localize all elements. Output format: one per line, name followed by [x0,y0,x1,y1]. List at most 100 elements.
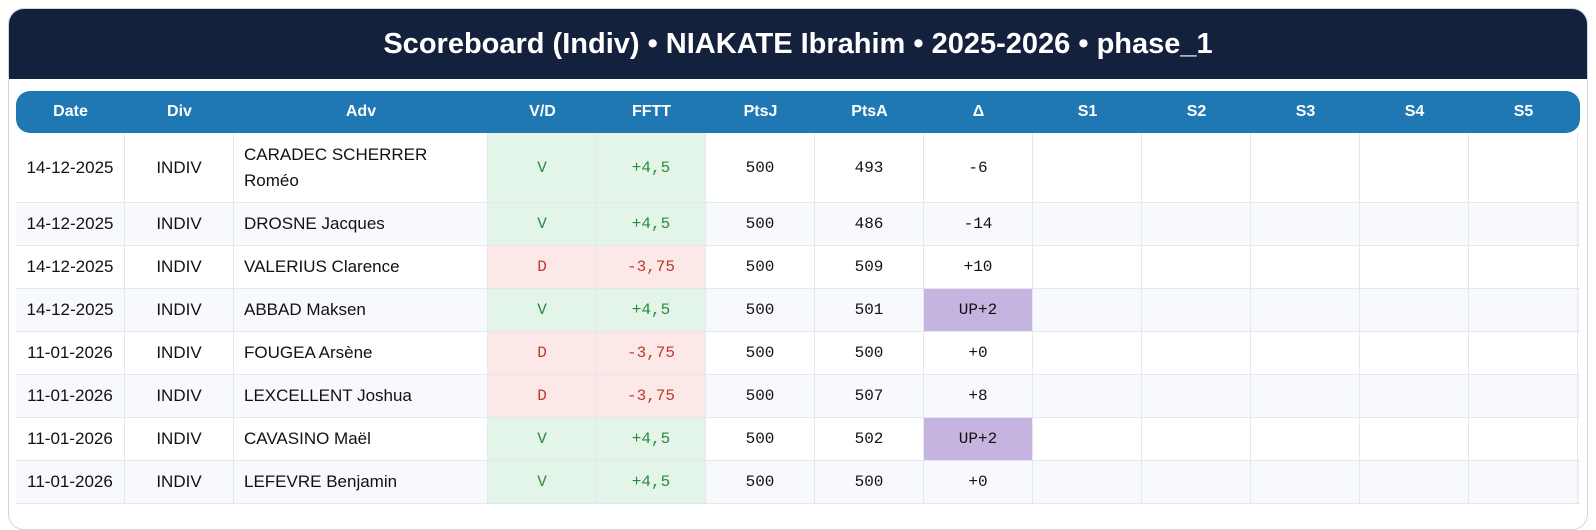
empty-cell [1469,203,1578,245]
table-cell: INDIV [125,203,234,245]
empty-cell [1469,418,1578,460]
table-row: 11-01-2026 INDIV FOUGEA Arsène D -3,75 500 500… [16,332,1580,375]
table-cell: V [488,289,597,331]
table-row: 11-01-2026 INDIV CAVASINO Maël V +4,5 500 502 U… [16,418,1580,461]
table-cell: +4,5 [597,289,706,331]
empty-cell [1469,289,1578,331]
table-cell: 14-12-2025 [16,133,125,202]
column-header: S2 [1186,103,1207,120]
table-cell: +4,5 [597,418,706,460]
column-header: PtsA [851,103,888,120]
table-row: 11-01-2026 INDIV LEXCELLENT Joshua D -3,75 50… [16,375,1580,418]
empty-cell [1033,289,1142,331]
table-cell: INDIV [125,461,234,503]
empty-cell [1251,289,1360,331]
column-header: Δ [972,103,985,120]
table-cell: +0 [924,332,1033,374]
table-cell: DROSNE Jacques [234,203,488,245]
table-row: 14-12-2025 INDIV ABBAD Maksen V +4,5 500 501 UP… [16,289,1580,332]
empty-cell [1251,203,1360,245]
table-cell: 500 [706,375,815,417]
empty-cell [1360,203,1469,245]
table-cell: 493 [815,133,924,202]
table-cell: VALERIUS Clarence [234,246,488,288]
empty-cell [1033,203,1142,245]
empty-cell [1251,332,1360,374]
table-cell: -3,75 [597,332,706,374]
table-cell: 500 [706,246,815,288]
column-header: S1 [1077,103,1098,120]
empty-cell [1251,461,1360,503]
table-cell: 11-01-2026 [16,375,125,417]
table-body: 14-12-2025 INDIV CARADEC SCHERRER Roméo V +4… [16,133,1580,504]
column-header: S4 [1404,103,1425,120]
empty-cell [1251,375,1360,417]
table-row: 14-12-2025 INDIV DROSNE Jacques V +4,5 500 486… [16,203,1580,246]
column-header: V/D [529,103,556,120]
table-cell: -3,75 [597,246,706,288]
empty-cell [1469,332,1578,374]
table-cell: ABBAD Maksen [234,289,488,331]
table-cell: CARADEC SCHERRER Roméo [234,133,488,202]
table-cell: INDIV [125,332,234,374]
table-row: 11-01-2026 INDIV LEFEVRE Benjamin V +4,5 500 5… [16,461,1580,504]
table-cell: 486 [815,203,924,245]
empty-cell [1033,375,1142,417]
table-cell: V [488,418,597,460]
empty-cell [1033,246,1142,288]
table-cell: D [488,246,597,288]
table-header: Date Div Adv V/D FFTT PtsJ PtsA Δ S1 S2 S3 S4 S5 [16,91,1580,133]
empty-cell [1469,375,1578,417]
table-cell: 14-12-2025 [16,246,125,288]
table-cell: INDIV [125,418,234,460]
table-cell: CAVASINO Maël [234,418,488,460]
title: Scoreboard (Indiv) • NIAKATE Ibrahim • 2… [9,9,1587,79]
table-cell: 14-12-2025 [16,289,125,331]
table-cell: UP+2 [924,418,1033,460]
empty-cell [1360,246,1469,288]
table-cell: +8 [924,375,1033,417]
empty-cell [1142,461,1251,503]
column-header: S3 [1295,103,1316,120]
empty-cell [1469,461,1578,503]
empty-cell [1142,289,1251,331]
empty-cell [1360,332,1469,374]
empty-cell [1360,461,1469,503]
table-cell: V [488,203,597,245]
empty-cell [1033,461,1142,503]
table-cell: 501 [815,289,924,331]
empty-cell [1142,332,1251,374]
table-cell: 11-01-2026 [16,332,125,374]
table-cell: FOUGEA Arsène [234,332,488,374]
table-cell: 500 [815,332,924,374]
table-cell: 500 [706,289,815,331]
empty-cell [1469,246,1578,288]
empty-cell [1142,375,1251,417]
empty-cell [1033,332,1142,374]
table-cell: D [488,332,597,374]
table-cell: +0 [924,461,1033,503]
table-cell: +4,5 [597,133,706,202]
table-cell: -14 [924,203,1033,245]
empty-cell [1360,289,1469,331]
column-header: PtsJ [743,103,778,120]
scoreboard-card: Scoreboard (Indiv) • NIAKATE Ibrahim • 2… [8,8,1588,530]
table-cell: 500 [706,133,815,202]
column-header: Date [53,103,88,120]
table-cell: 500 [815,461,924,503]
empty-cell [1142,203,1251,245]
empty-cell [1142,246,1251,288]
empty-cell [1033,418,1142,460]
table-cell: -6 [924,133,1033,202]
empty-cell [1142,133,1251,202]
empty-cell [1142,418,1251,460]
table-cell: D [488,375,597,417]
table-cell: INDIV [125,133,234,202]
column-header: Adv [345,103,377,120]
table-cell: 500 [706,461,815,503]
table-cell: 507 [815,375,924,417]
table-cell: +4,5 [597,461,706,503]
table-cell: LEFEVRE Benjamin [234,461,488,503]
table-cell: +4,5 [597,203,706,245]
column-header: Div [167,103,192,120]
